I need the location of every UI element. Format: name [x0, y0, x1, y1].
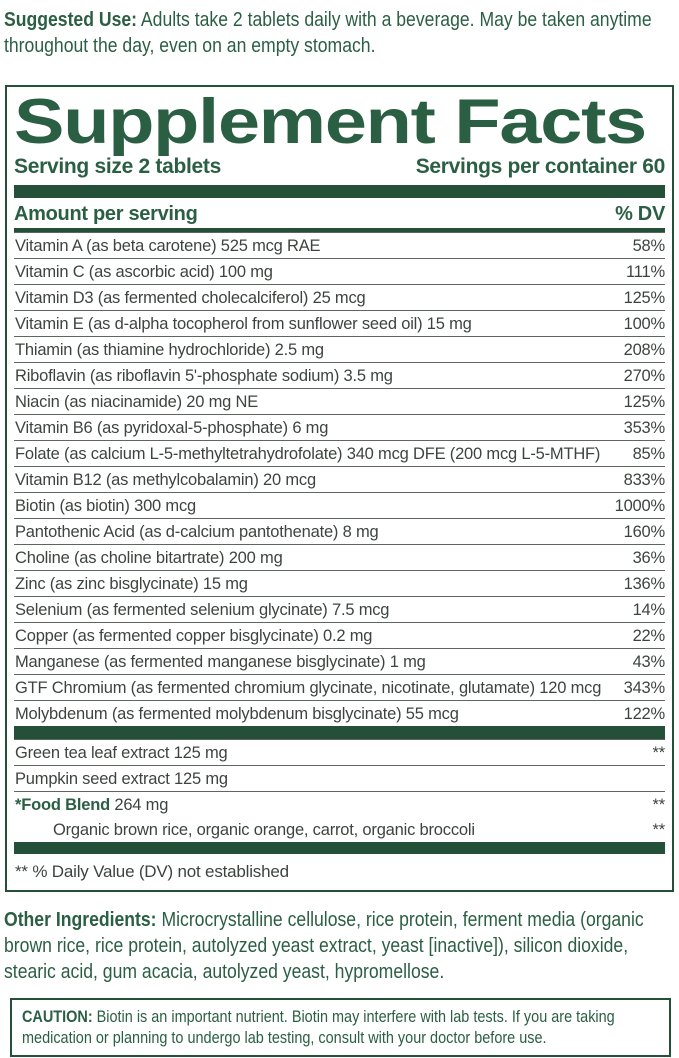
nutrient-name: Biotin (as biotin) 300 mcg — [15, 497, 196, 515]
caution-box: CAUTION: Biotin is an important nutrient… — [10, 998, 671, 1057]
extract-rows: Green tea leaf extract 125 mg ** Pumpkin… — [14, 739, 665, 791]
nutrient-name: Choline (as choline bitartrate) 200 mg — [15, 549, 283, 567]
nutrient-name: Vitamin B12 (as methylcobalamin) 20 mcg — [15, 471, 316, 489]
extract-dv: ** — [652, 744, 666, 762]
nutrient-dv: 100% — [623, 315, 666, 333]
supplement-facts-panel: Supplement Facts Serving size 2 tablets … — [5, 85, 674, 892]
nutrient-row: Niacin (as niacinamide) 20 mg NE 125% — [14, 388, 665, 414]
other-ingredients-text: Microcrystalline cellulose, rice protein… — [4, 909, 644, 983]
serving-row: Serving size 2 tablets Servings per cont… — [14, 155, 665, 179]
column-header: Amount per serving % DV — [14, 198, 665, 232]
nutrient-name: Zinc (as zinc bisglycinate) 15 mg — [15, 575, 248, 593]
nutrient-name: Thiamin (as thiamine hydrochloride) 2.5 … — [15, 341, 324, 359]
nutrient-row: Molybdenum (as fermented molybdenum bisg… — [14, 700, 665, 726]
nutrient-dv: 125% — [623, 393, 666, 411]
food-blend-amount: 264 mg — [109, 796, 169, 814]
food-blend-components-row: Organic brown rice, organic orange, carr… — [14, 817, 665, 842]
food-blend-row: *Food Blend 264 mg ** — [14, 791, 665, 817]
other-ingredients-paragraph: Other Ingredients: Microcrystalline cell… — [4, 907, 679, 985]
extract-name: Pumpkin seed extract 125 mg — [15, 770, 228, 788]
nutrient-dv: 14% — [632, 601, 666, 619]
nutrient-row: Vitamin B6 (as pyridoxal-5-phosphate) 6 … — [14, 414, 665, 440]
divider-bar-middle — [14, 726, 665, 739]
suggested-use-label: Suggested Use: — [4, 9, 138, 31]
nutrient-row: Vitamin B12 (as methylcobalamin) 20 mcg … — [14, 466, 665, 492]
extract-name: Green tea leaf extract 125 mg — [15, 744, 228, 762]
nutrient-dv: 43% — [632, 653, 666, 671]
nutrient-name: Vitamin E (as d-alpha tocopherol from su… — [15, 315, 472, 333]
other-ingredients-label: Other Ingredients: — [4, 909, 157, 931]
nutrient-dv: 36% — [632, 549, 666, 567]
nutrient-row: Zinc (as zinc bisglycinate) 15 mg 136% — [14, 570, 665, 596]
nutrient-row: Vitamin E (as d-alpha tocopherol from su… — [14, 310, 665, 336]
food-blend-label: *Food Blend — [15, 796, 110, 814]
nutrient-dv: 125% — [623, 289, 666, 307]
serving-size: Serving size 2 tablets — [14, 155, 221, 178]
servings-per-container: Servings per container 60 — [415, 155, 666, 178]
nutrient-row: Selenium (as fermented selenium glycinat… — [14, 596, 665, 622]
column-header-dv: % DV — [615, 203, 665, 225]
column-header-amount: Amount per serving — [14, 203, 198, 225]
divider-bar-bottom — [14, 842, 665, 854]
nutrient-name: Riboflavin (as riboflavin 5'-phosphate s… — [15, 367, 393, 385]
nutrient-name: Vitamin A (as beta carotene) 525 mcg RAE — [15, 237, 321, 255]
nutrient-row: Choline (as choline bitartrate) 200 mg 3… — [14, 544, 665, 570]
nutrient-dv: 136% — [623, 575, 666, 593]
food-blend-components-dv: ** — [652, 821, 666, 839]
caution-paragraph: CAUTION: Biotin is an important nutrient… — [22, 1006, 661, 1048]
nutrient-dv: 160% — [623, 523, 666, 541]
nutrient-name: Vitamin B6 (as pyridoxal-5-phosphate) 6 … — [15, 419, 329, 437]
suggested-use-text: Adults take 2 tablets daily with a bever… — [4, 9, 652, 57]
dv-footnote: ** % Daily Value (DV) not established — [15, 862, 289, 881]
nutrient-name: Vitamin D3 (as fermented cholecalciferol… — [15, 289, 366, 307]
nutrient-name: Vitamin C (as ascorbic acid) 100 mg — [15, 263, 273, 281]
nutrient-dv: 343% — [623, 679, 666, 697]
nutrient-row: Vitamin A (as beta carotene) 525 mcg RAE… — [14, 232, 665, 258]
nutrient-row: Pantothenic Acid (as d-calcium pantothen… — [14, 518, 665, 544]
divider-bar-top — [14, 185, 665, 198]
nutrient-name: Niacin (as niacinamide) 20 mg NE — [15, 393, 259, 411]
food-blend-components: Organic brown rice, organic orange, carr… — [53, 821, 475, 839]
extract-row: Pumpkin seed extract 125 mg — [14, 765, 665, 791]
nutrient-dv: 208% — [623, 341, 666, 359]
nutrient-name: Molybdenum (as fermented molybdenum bisg… — [15, 705, 459, 723]
nutrient-row: Manganese (as fermented manganese bisgly… — [14, 648, 665, 674]
panel-title: Supplement Facts — [14, 87, 647, 157]
nutrient-dv: 353% — [623, 419, 666, 437]
caution-label: CAUTION: — [22, 1007, 93, 1026]
nutrient-dv: 270% — [623, 367, 666, 385]
extract-row: Green tea leaf extract 125 mg ** — [14, 739, 665, 765]
nutrient-row: Vitamin C (as ascorbic acid) 100 mg 111% — [14, 258, 665, 284]
nutrient-dv: 1000% — [614, 497, 666, 515]
nutrient-row: GTF Chromium (as fermented chromium glyc… — [14, 674, 665, 700]
nutrient-row: Folate (as calcium L-5-methyltetrahydrof… — [14, 440, 665, 466]
nutrient-rows: Vitamin A (as beta carotene) 525 mcg RAE… — [14, 232, 665, 726]
nutrient-row: Copper (as fermented copper bisglycinate… — [14, 622, 665, 648]
nutrient-name: Copper (as fermented copper bisglycinate… — [15, 627, 373, 645]
nutrient-dv: 111% — [626, 263, 665, 281]
food-blend-dv: ** — [652, 796, 666, 814]
nutrient-name: Pantothenic Acid (as d-calcium pantothen… — [15, 523, 379, 541]
nutrient-row: Thiamin (as thiamine hydrochloride) 2.5 … — [14, 336, 665, 362]
nutrient-row: Vitamin D3 (as fermented cholecalciferol… — [14, 284, 665, 310]
nutrient-name: GTF Chromium (as fermented chromium glyc… — [15, 679, 602, 697]
nutrient-name: Folate (as calcium L-5-methyltetrahydrof… — [15, 445, 601, 463]
nutrient-dv: 22% — [632, 627, 666, 645]
nutrient-dv: 122% — [623, 705, 666, 723]
nutrient-dv: 58% — [632, 237, 666, 255]
nutrient-name: Manganese (as fermented manganese bisgly… — [15, 653, 426, 671]
nutrient-name: Selenium (as fermented selenium glycinat… — [15, 601, 390, 619]
suggested-use-paragraph: Suggested Use: Adults take 2 tablets dai… — [4, 7, 679, 59]
nutrient-dv: 833% — [623, 471, 666, 489]
caution-text: Biotin is an important nutrient. Biotin … — [22, 1007, 615, 1047]
food-blend-name: *Food Blend 264 mg — [15, 796, 653, 814]
nutrient-row: Biotin (as biotin) 300 mcg 1000% — [14, 492, 665, 518]
nutrient-dv: 85% — [632, 445, 666, 463]
nutrient-row: Riboflavin (as riboflavin 5'-phosphate s… — [14, 362, 665, 388]
